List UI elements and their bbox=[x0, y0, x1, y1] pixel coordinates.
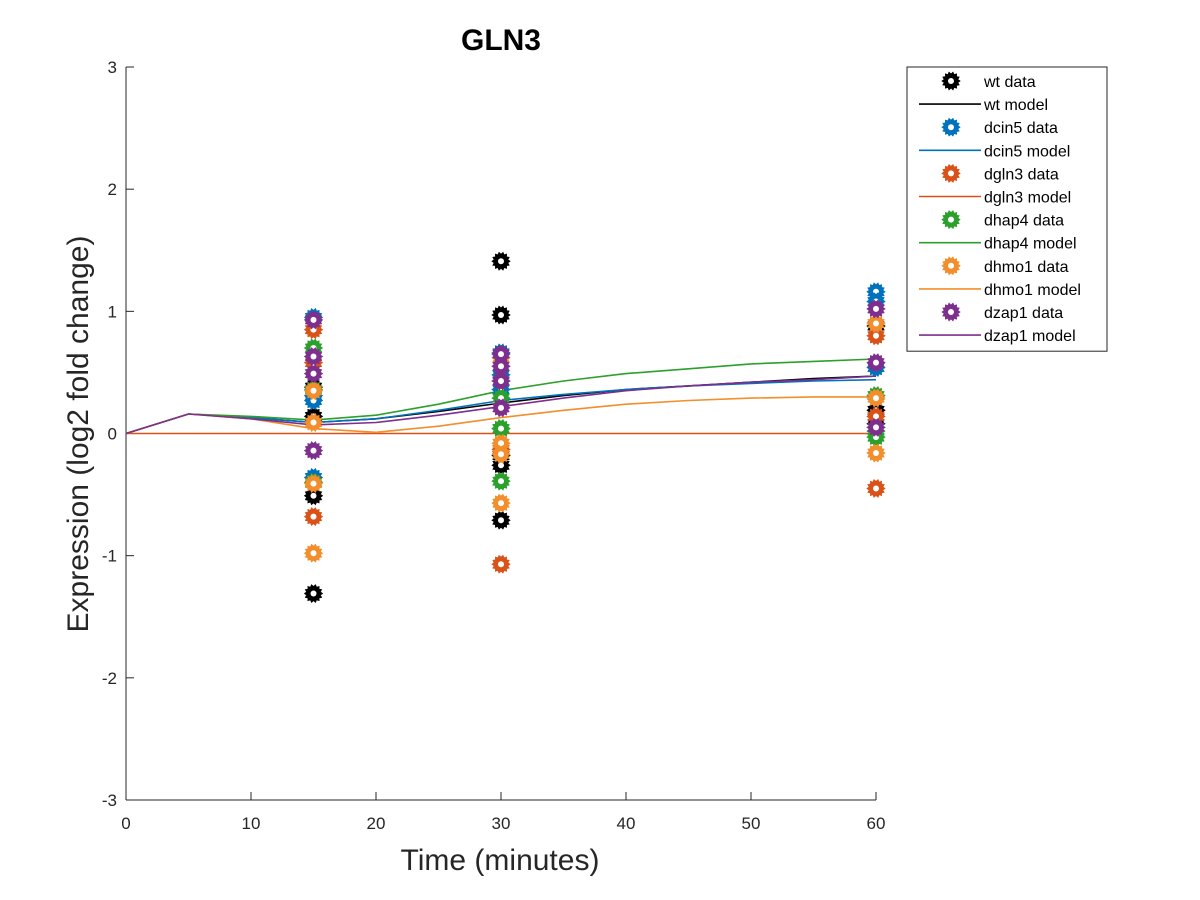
data-point-dzap1 bbox=[866, 417, 886, 437]
data-point-dhmo1 bbox=[866, 314, 886, 333]
data-point-dzap1 bbox=[303, 441, 324, 461]
data-point-dhmo1 bbox=[303, 474, 324, 494]
data-point-dzap1 bbox=[866, 353, 886, 373]
legend-label-dhap4-model: dhap4 model bbox=[984, 236, 1077, 253]
x-tick-label: 10 bbox=[242, 814, 261, 833]
y-tick-label: 3 bbox=[108, 58, 117, 77]
x-tick-label: 30 bbox=[492, 814, 511, 833]
legend: wt data wt model dcin5 data dcin5 model dgln… bbox=[906, 66, 1108, 352]
x-tick-label: 20 bbox=[367, 814, 386, 833]
legend-label-dcin5-data: dcin5 data bbox=[984, 120, 1058, 137]
data-point-dgln3 bbox=[303, 507, 324, 527]
data-point-wt bbox=[491, 251, 511, 271]
x-tick-label: 0 bbox=[121, 814, 130, 833]
chart-title: GLN3 bbox=[461, 24, 541, 57]
y-tick-label: -2 bbox=[102, 669, 117, 688]
x-axis-label: Time (minutes) bbox=[401, 844, 600, 877]
data-point-dzap1 bbox=[491, 356, 511, 376]
x-tick-label: 60 bbox=[867, 814, 886, 833]
legend-marker-dhap4 bbox=[941, 210, 961, 230]
y-tick-label: -3 bbox=[102, 791, 117, 810]
data-point-dhmo1 bbox=[491, 493, 511, 513]
data-point-wt bbox=[491, 510, 511, 530]
data-points bbox=[303, 251, 886, 603]
data-point-dgln3 bbox=[491, 554, 511, 574]
y-tick-label: -1 bbox=[102, 547, 117, 566]
legend-marker-wt bbox=[941, 71, 961, 91]
y-tick-label: 2 bbox=[108, 180, 117, 199]
data-point-dzap1 bbox=[303, 364, 324, 384]
data-point-dhmo1 bbox=[303, 543, 324, 563]
legend-marker-dzap1 bbox=[941, 302, 961, 322]
data-point-dgln3 bbox=[866, 479, 886, 498]
data-point-wt bbox=[303, 584, 324, 603]
legend-label-dgln3-data: dgln3 data bbox=[984, 166, 1059, 183]
data-point-dhmo1 bbox=[303, 413, 324, 432]
data-point-dhap4 bbox=[491, 419, 511, 439]
legend-label-wt-data: wt data bbox=[983, 74, 1036, 91]
data-point-dzap1 bbox=[303, 347, 324, 366]
data-point-wt bbox=[491, 305, 511, 325]
y-axis-label: Expression (log2 fold change) bbox=[62, 236, 95, 633]
data-point-dhmo1 bbox=[303, 381, 324, 401]
data-point-dhmo1 bbox=[866, 443, 886, 463]
legend-label-dhmo1-model: dhmo1 model bbox=[984, 282, 1081, 299]
data-point-dhmo1 bbox=[491, 444, 511, 464]
y-tick-label: 1 bbox=[108, 302, 117, 321]
legend-label-dzap1-data: dzap1 data bbox=[984, 305, 1063, 322]
legend-label-dcin5-model: dcin5 model bbox=[984, 143, 1070, 160]
x-tick-label: 50 bbox=[742, 814, 761, 833]
data-point-dhap4 bbox=[491, 471, 511, 491]
legend-marker-dhmo1 bbox=[941, 256, 961, 276]
legend-marker-dcin5 bbox=[941, 117, 961, 137]
legend-marker-dgln3 bbox=[941, 163, 961, 183]
y-tick-label: 0 bbox=[108, 425, 117, 444]
data-point-dzap1 bbox=[491, 344, 511, 364]
legend-label-dhmo1-data: dhmo1 data bbox=[984, 259, 1069, 276]
data-point-dhmo1 bbox=[866, 388, 886, 408]
legend-label-dzap1-model: dzap1 model bbox=[984, 328, 1076, 345]
axes: 0 10 20 30 40 50 60 -3 -2 -1 0 1 2 3 bbox=[102, 58, 886, 833]
legend-label-wt-model: wt model bbox=[983, 97, 1048, 114]
legend-box bbox=[906, 66, 1108, 352]
data-point-dzap1 bbox=[491, 371, 511, 391]
data-point-dzap1 bbox=[303, 310, 324, 330]
data-point-dzap1 bbox=[866, 299, 886, 319]
legend-label-dgln3-model: dgln3 model bbox=[984, 190, 1071, 207]
x-tick-label: 40 bbox=[617, 814, 636, 833]
data-point-dzap1 bbox=[491, 398, 511, 418]
legend-label-dhap4-data: dhap4 data bbox=[984, 213, 1064, 230]
